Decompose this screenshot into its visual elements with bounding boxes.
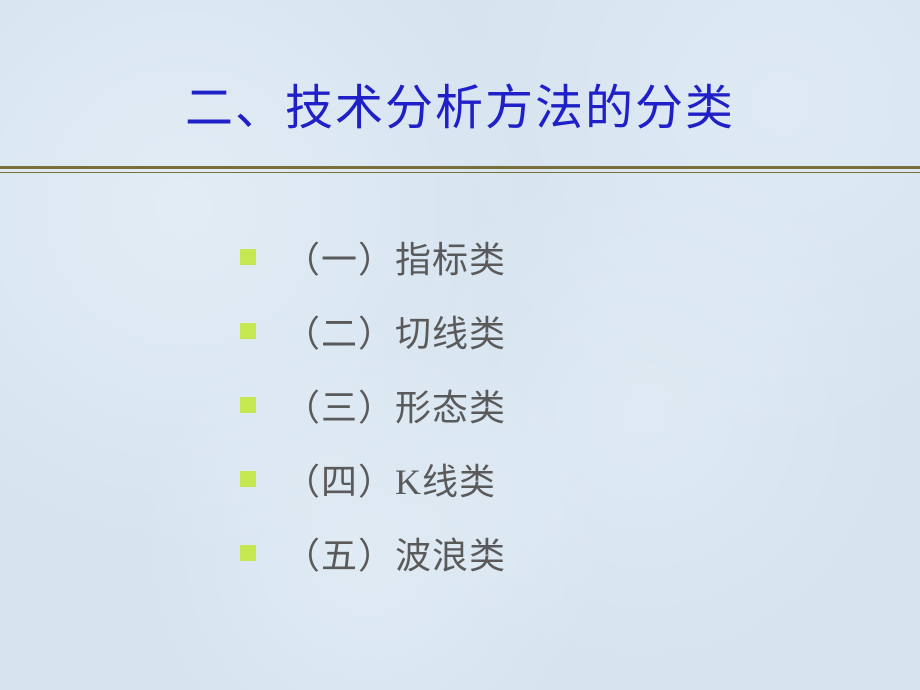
bullet-icon [240,471,256,487]
divider-line-bottom [0,172,920,173]
list-item: （四）K线类 [240,453,920,505]
content-list: （一）指标类 （二）切线类 （三）形态类 （四）K线类 （五）波浪类 [0,231,920,579]
slide-title: 二、技术分析方法的分类 [0,68,920,138]
list-item: （二）切线类 [240,305,920,357]
bullet-icon [240,545,256,561]
divider-line-top [0,166,920,169]
list-item: （三）形态类 [240,379,920,431]
title-section: 二、技术分析方法的分类 [0,0,920,138]
list-item-text: （二）切线类 [284,305,506,357]
list-item-text: （一）指标类 [284,231,506,283]
bullet-icon [240,397,256,413]
bullet-icon [240,323,256,339]
list-item-text: （四）K线类 [284,453,496,505]
list-item: （一）指标类 [240,231,920,283]
slide-container: 二、技术分析方法的分类 （一）指标类 （二）切线类 （三）形态类 （四）K线类 … [0,0,920,690]
divider [0,166,920,176]
list-item: （五）波浪类 [240,527,920,579]
list-item-text: （三）形态类 [284,379,506,431]
bullet-icon [240,249,256,265]
list-item-text: （五）波浪类 [284,527,506,579]
